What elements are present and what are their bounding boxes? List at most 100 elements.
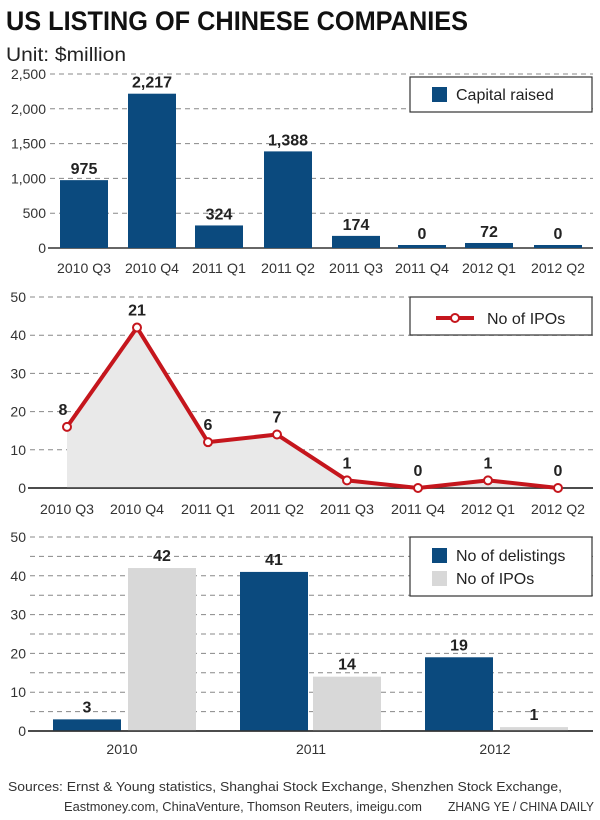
y-tick-label: 30 <box>10 365 26 381</box>
x-tick-label: 2010 Q4 <box>110 501 164 517</box>
data-label: 72 <box>480 224 498 241</box>
y-tick-label: 10 <box>10 684 26 700</box>
legend-box <box>409 536 593 597</box>
ipo-point <box>483 475 493 486</box>
y-tick-label: 0 <box>38 240 46 256</box>
ipo-point <box>132 322 142 333</box>
bar-ipos <box>313 676 381 731</box>
legend-label: Capital raised <box>456 87 554 104</box>
sources-line-1: Sources: Ernst & Young statistics, Shang… <box>8 779 562 794</box>
data-label: 41 <box>265 552 283 569</box>
data-label: 1,388 <box>268 132 308 149</box>
credit: ZHANG YE / CHINA DAILY <box>448 799 594 814</box>
data-label: 3 <box>83 699 92 716</box>
data-label: 19 <box>450 637 468 654</box>
x-tick-label: 2011 <box>296 741 326 757</box>
legend-swatch <box>432 548 447 563</box>
data-label: 42 <box>153 548 171 565</box>
y-tick-label: 40 <box>10 568 26 584</box>
x-tick-label: 2011 Q3 <box>329 260 383 276</box>
bar-capital-raised <box>60 180 108 248</box>
y-tick-label: 0 <box>18 480 26 496</box>
legend-box <box>409 296 593 336</box>
bar-delistings <box>240 571 308 731</box>
bar-capital-raised <box>465 242 513 248</box>
data-label: 0 <box>418 226 427 243</box>
bar-capital-raised <box>534 245 582 248</box>
x-tick-label: 2012 Q2 <box>531 260 585 276</box>
legend-label: No of delistings <box>456 548 565 565</box>
x-tick-label: 2011 Q2 <box>261 260 315 276</box>
y-tick-label: 2,500 <box>11 66 46 82</box>
chart-title: US LISTING OF CHINESE COMPANIES <box>6 6 468 36</box>
ipo-point <box>272 429 282 440</box>
data-label: 14 <box>338 657 356 674</box>
ipo-point <box>62 421 72 432</box>
x-tick-label: 2010 Q3 <box>40 501 94 517</box>
legend-swatch <box>432 571 447 586</box>
ipo-point <box>553 483 563 493</box>
bar-delistings <box>53 719 121 731</box>
y-tick-label: 50 <box>10 529 26 545</box>
legend-swatch-capital-raised <box>432 87 447 102</box>
x-tick-label: 2011 Q1 <box>192 260 246 276</box>
ipo-area <box>67 327 558 488</box>
data-label: 1 <box>343 455 352 472</box>
data-label: 1 <box>530 707 539 724</box>
data-label: 21 <box>128 303 146 320</box>
x-tick-label: 2010 Q3 <box>57 260 111 276</box>
data-label: 1 <box>484 455 493 472</box>
data-label: 174 <box>343 217 370 234</box>
ipo-line <box>65 325 559 490</box>
bar-capital-raised <box>332 235 380 248</box>
sources-line-2: Eastmoney.com, ChinaVenture, Thomson Reu… <box>64 799 422 814</box>
y-tick-label: 1,500 <box>11 136 46 152</box>
x-tick-label: 2011 Q4 <box>395 260 449 276</box>
legend-marker-ipos <box>450 313 460 323</box>
x-tick-label: 2010 Q4 <box>125 260 179 276</box>
x-tick-label: 2010 <box>106 741 137 757</box>
bar-capital-raised <box>195 225 243 248</box>
bar-capital-raised <box>128 93 176 248</box>
y-tick-label: 0 <box>18 723 26 739</box>
data-label: 7 <box>273 410 282 427</box>
data-label: 324 <box>206 206 233 223</box>
unit-label: Unit: $million <box>6 45 126 66</box>
bar-capital-raised <box>264 151 312 248</box>
data-label: 0 <box>554 463 563 480</box>
y-tick-label: 30 <box>10 607 26 623</box>
x-tick-label: 2011 Q3 <box>320 501 374 517</box>
data-label: 8 <box>59 402 68 419</box>
bar-delistings <box>425 657 493 731</box>
x-tick-label: 2011 Q1 <box>181 501 235 517</box>
bar-capital-raised <box>398 245 446 248</box>
y-tick-label: 1,000 <box>11 170 46 186</box>
x-tick-label: 2012 <box>479 741 510 757</box>
data-label: 0 <box>554 226 563 243</box>
y-tick-label: 500 <box>23 205 47 221</box>
y-tick-label: 50 <box>10 289 26 305</box>
y-tick-label: 40 <box>10 327 26 343</box>
y-tick-label: 20 <box>10 645 26 661</box>
ipo-point <box>342 475 352 486</box>
bar-ipos <box>500 727 568 731</box>
ipo-point <box>203 437 213 448</box>
y-tick-label: 10 <box>10 442 26 458</box>
legend-label: No of IPOs <box>487 311 565 328</box>
data-label: 6 <box>204 417 213 434</box>
y-tick-label: 20 <box>10 404 26 420</box>
x-tick-label: 2012 Q1 <box>462 260 516 276</box>
x-tick-label: 2011 Q2 <box>250 501 304 517</box>
ipo-point <box>413 483 423 493</box>
y-tick-label: 2,000 <box>11 101 46 117</box>
data-label: 975 <box>71 161 98 178</box>
bar-ipos <box>128 568 196 731</box>
data-label: 0 <box>414 463 423 480</box>
x-tick-label: 2012 Q2 <box>531 501 585 517</box>
x-tick-label: 2011 Q4 <box>391 501 445 517</box>
legend-label: No of IPOs <box>456 571 534 588</box>
delistings-vs-ipos-chart: 0 10 20 30 40 50 3 41 19 42 14 1 2010 2011 2012 No of d… <box>10 529 593 757</box>
